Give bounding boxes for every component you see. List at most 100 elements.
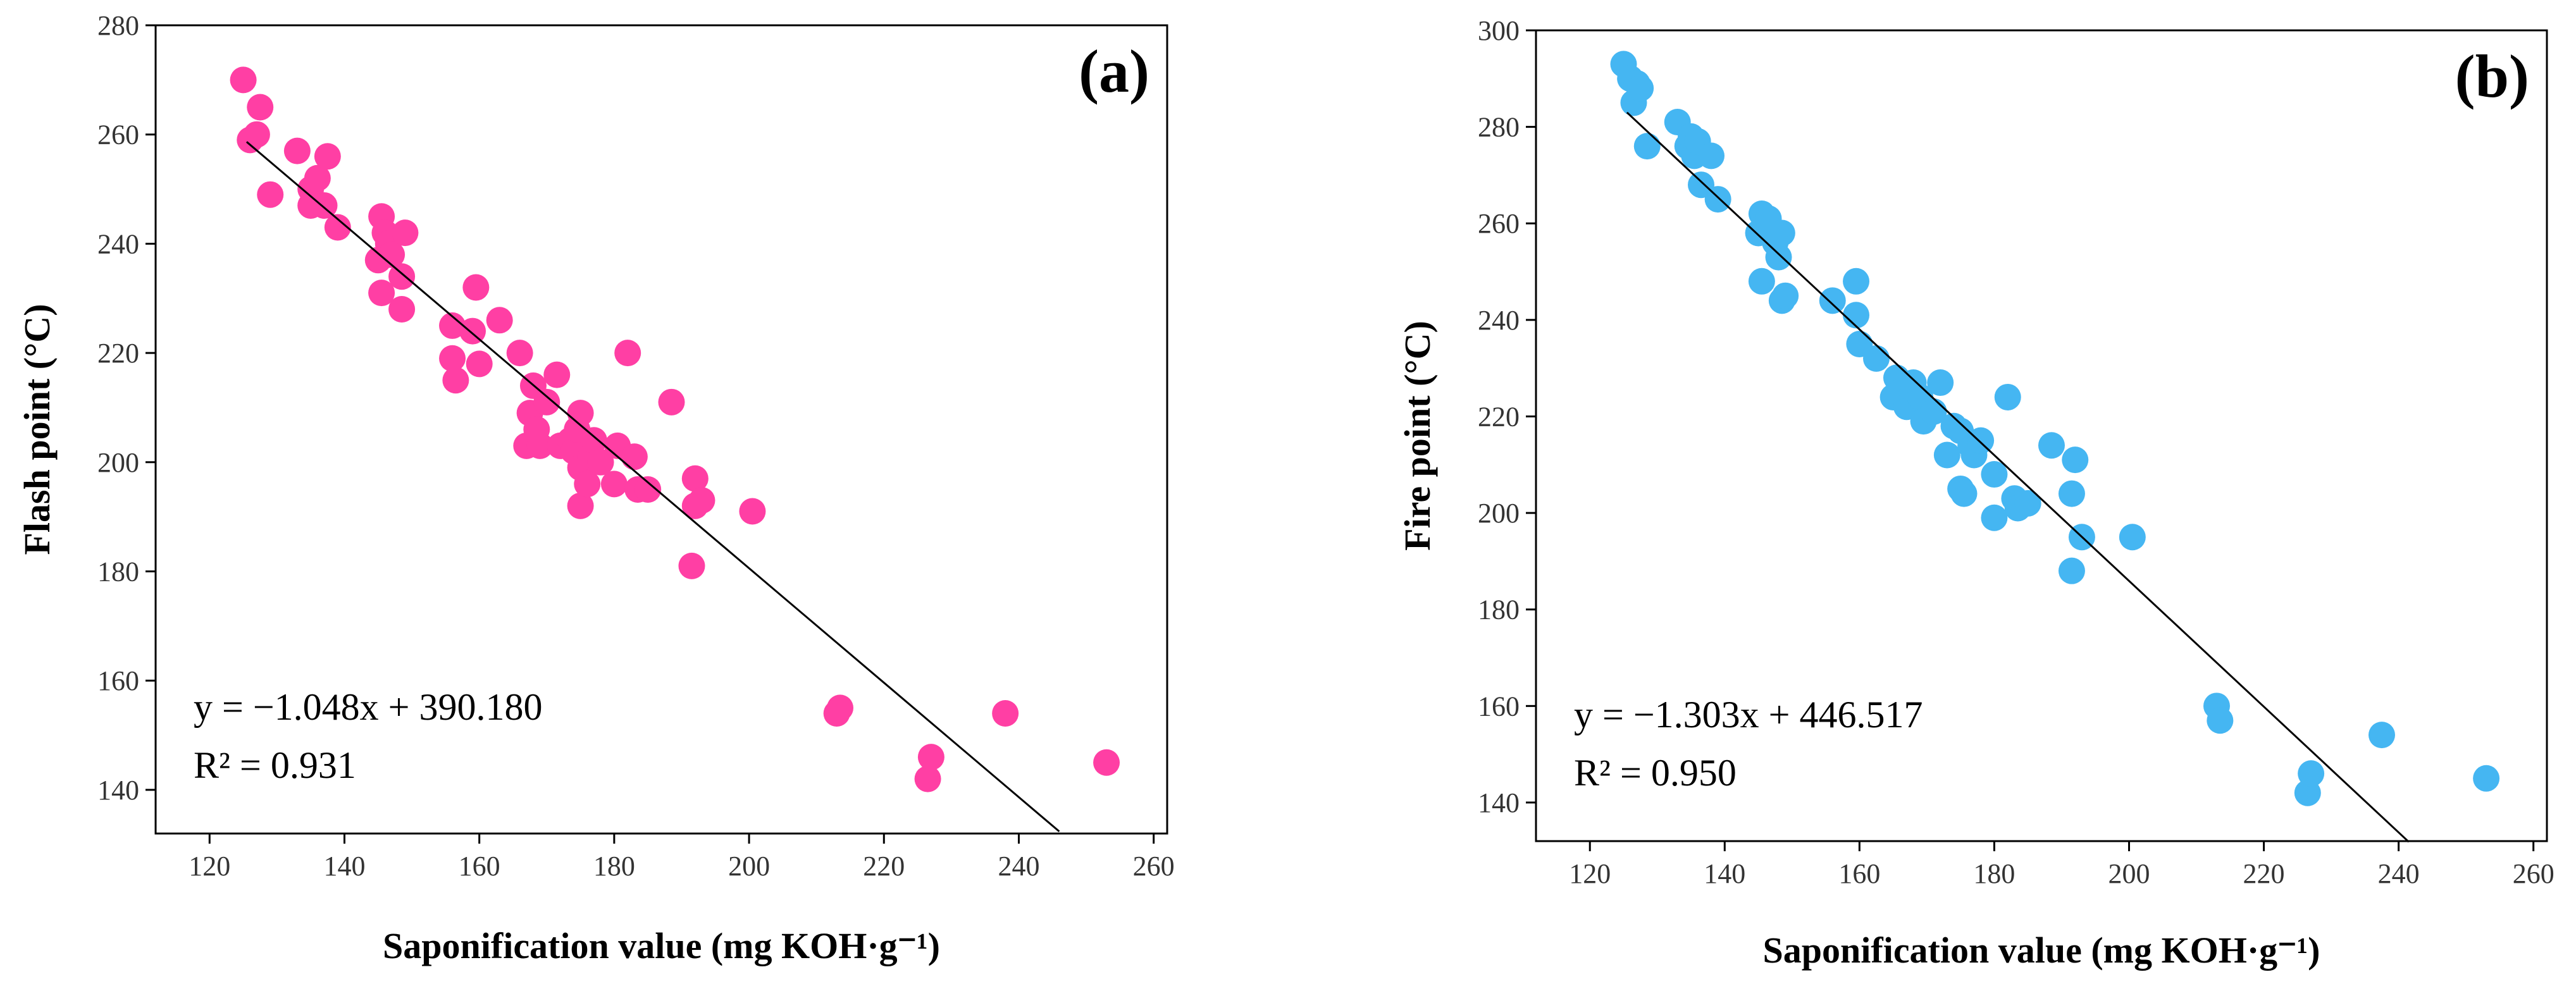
y-tick-label: 140 [1478,787,1520,818]
data-point [2368,722,2395,749]
data-point [2038,432,2065,459]
x-tick-label: 160 [459,851,500,882]
x-tick-label: 260 [2513,858,2554,889]
y-tick-label: 220 [1478,401,1520,432]
data-point [392,219,419,247]
data-point [2207,707,2234,734]
data-point [1765,243,1792,271]
data-point [439,312,466,339]
data-point [283,137,311,164]
y-tick-label: 180 [1478,594,1520,625]
data-point [658,388,685,415]
data-point [378,241,406,268]
data-point [1843,302,1870,329]
y-tick-label: 300 [1478,15,1520,46]
data-point [314,143,341,170]
x-axis-label: Saponification value (mg KOH·g⁻¹) [383,925,940,966]
data-point [1768,219,1795,247]
x-tick-label: 240 [2378,858,2420,889]
data-point [1927,369,1954,397]
data-point [486,307,513,334]
data-point [1862,345,1890,372]
data-point [1772,282,1799,309]
data-point [543,361,571,388]
x-tick-label: 120 [189,851,230,882]
x-tick-label: 220 [863,851,905,882]
x-tick-label: 220 [2243,858,2285,889]
x-tick-label: 180 [593,851,635,882]
r-squared: R² = 0.931 [194,744,356,786]
data-point [257,181,284,208]
data-point [1093,749,1120,776]
y-tick-label: 180 [97,557,139,588]
data-point [1981,461,2008,488]
data-point [506,340,533,367]
x-tick-label: 120 [1569,858,1611,889]
data-point [2298,760,2325,787]
fit-line [1626,111,2410,843]
data-point [992,700,1019,727]
x-tick-label: 140 [323,851,365,882]
data-point [914,765,941,792]
plot-frame [154,24,1168,835]
x-tick-label: 240 [998,851,1039,882]
data-point [2473,765,2500,792]
x-tick-label: 200 [2108,858,2150,889]
data-point [1819,287,1846,314]
y-tick-label: 200 [97,447,139,478]
x-tick-label: 180 [1973,858,2015,889]
data-point [442,367,469,394]
data-point [1843,268,1870,295]
x-tick-label: 140 [1704,858,1745,889]
data-point [635,476,662,503]
data-point [688,487,715,514]
data-point [1697,142,1725,169]
data-point [587,448,614,476]
data-point [1704,186,1731,213]
data-point [243,121,270,148]
data-point [1633,133,1661,160]
data-point [462,274,490,301]
x-axis-label: Saponification value (mg KOH·g⁻¹) [1763,930,2320,971]
x-tick-label: 200 [728,851,770,882]
data-point [739,498,766,525]
x-tick-label: 160 [1838,858,1880,889]
data-point [1981,504,2008,531]
data-point [917,744,944,771]
data-point [526,432,554,459]
data-point [1994,383,2021,410]
y-tick-label: 160 [1478,691,1520,722]
y-tick-label: 140 [97,775,139,806]
fit-line [245,141,1060,832]
x-tick-label: 260 [1133,851,1175,882]
y-axis-label: Flash point (°C) [16,304,58,555]
data-point [439,345,466,372]
data-point [600,471,628,498]
y-tick-label: 200 [1478,498,1520,529]
data-point [2119,524,2146,551]
data-point [621,443,648,471]
data-point [678,552,705,579]
panel-label: (a) [1079,37,1149,105]
plot-frame [1535,29,2548,842]
data-point [533,388,560,415]
panel-label: (b) [2455,42,2529,110]
data-point [2014,489,2041,517]
data-point [1748,268,1775,295]
y-tick-label: 280 [1478,112,1520,143]
data-point [1627,75,1654,102]
data-point [459,317,486,345]
data-point [567,400,594,427]
data-point [2062,446,2089,474]
y-axis-label: Fire point (°C) [1397,321,1438,551]
y-tick-label: 280 [97,10,139,41]
data-point [388,263,416,290]
y-tick-label: 240 [1478,305,1520,336]
data-point [681,465,709,492]
data-point [1967,427,1995,454]
y-tick-label: 260 [97,120,139,151]
data-point [230,66,257,94]
data-point [304,164,331,192]
data-point [614,340,641,367]
